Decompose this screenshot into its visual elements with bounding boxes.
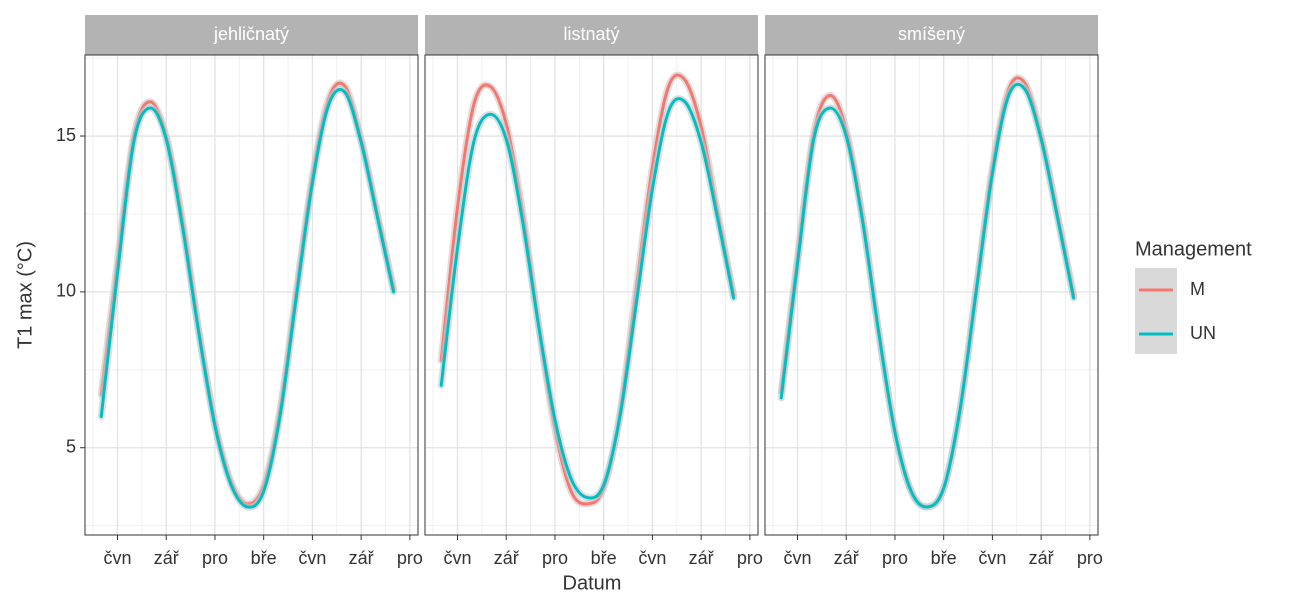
panel-title: listnatý xyxy=(563,24,619,44)
panel-border xyxy=(424,54,759,536)
series-line xyxy=(439,97,736,500)
x-tick-label: bře xyxy=(251,548,277,568)
x-tick-label: zář xyxy=(494,548,520,568)
x-tick-label: zář xyxy=(349,548,375,568)
x-tick-label: čvn xyxy=(978,548,1006,568)
x-tick-label: pro xyxy=(1077,548,1103,568)
y-tick-label: 15 xyxy=(56,125,76,145)
x-tick-label: pro xyxy=(202,548,228,568)
panel-border xyxy=(84,54,419,536)
legend-key-box xyxy=(1135,268,1177,354)
x-tick-label: pro xyxy=(542,548,568,568)
x-tick-label: čvn xyxy=(103,548,131,568)
x-tick-label: pro xyxy=(397,548,423,568)
legend-label: M xyxy=(1190,279,1205,299)
x-tick-label: čvn xyxy=(443,548,471,568)
x-tick-label: bře xyxy=(931,548,957,568)
strip xyxy=(765,15,1098,55)
legend-label: UN xyxy=(1190,323,1216,343)
y-axis-label: T1 max (°C) xyxy=(14,241,36,349)
series-line xyxy=(439,73,736,506)
y-tick-label: 10 xyxy=(56,281,76,301)
strip xyxy=(425,15,758,55)
strip xyxy=(85,15,418,55)
series-line xyxy=(779,82,1076,509)
x-tick-label: čvn xyxy=(638,548,666,568)
legend-title: Management xyxy=(1135,238,1252,260)
y-tick-label: 5 xyxy=(66,436,76,456)
panel-title: smíšený xyxy=(898,24,965,44)
series-line xyxy=(99,88,396,509)
x-tick-label: pro xyxy=(737,548,763,568)
x-tick-label: pro xyxy=(882,548,908,568)
x-axis-label: Datum xyxy=(563,572,622,594)
x-tick-label: bře xyxy=(591,548,617,568)
panel-border xyxy=(764,54,1099,536)
x-tick-label: zář xyxy=(834,548,860,568)
x-tick-label: zář xyxy=(154,548,180,568)
x-tick-label: čvn xyxy=(783,548,811,568)
x-tick-label: zář xyxy=(689,548,715,568)
panel-title: jehličnatý xyxy=(213,24,289,44)
x-tick-label: zář xyxy=(1029,548,1055,568)
x-tick-label: čvn xyxy=(298,548,326,568)
